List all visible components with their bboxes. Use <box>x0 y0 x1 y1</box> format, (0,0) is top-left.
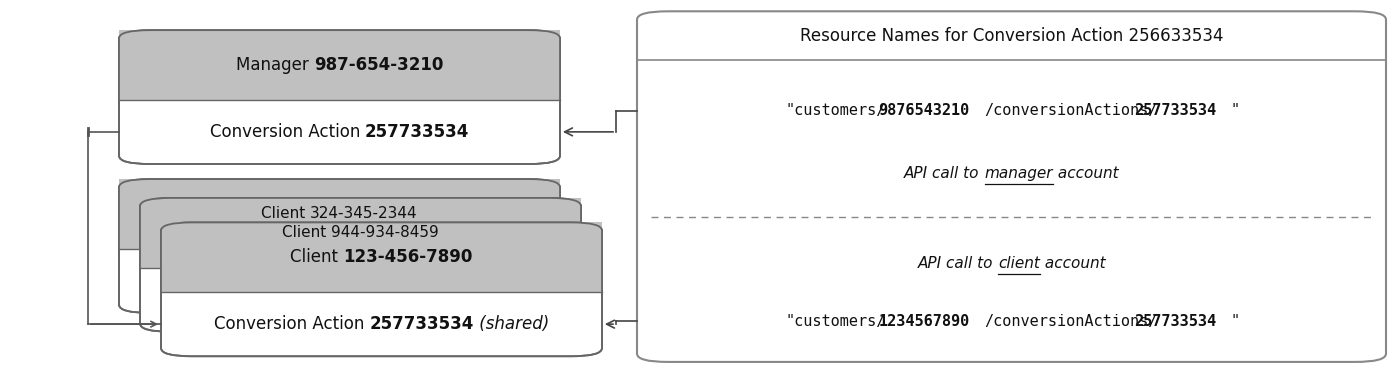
Text: Manager: Manager <box>235 56 314 74</box>
Text: ": " <box>1231 314 1239 329</box>
Text: account: account <box>1040 256 1106 271</box>
FancyBboxPatch shape <box>119 30 560 164</box>
Text: 257733534: 257733534 <box>1134 314 1217 329</box>
Text: manager: manager <box>984 166 1053 181</box>
Text: "customers/: "customers/ <box>785 103 886 118</box>
Bar <box>119 30 560 100</box>
Text: 123-456-7890: 123-456-7890 <box>343 248 473 266</box>
Text: Client: Client <box>281 225 332 240</box>
FancyBboxPatch shape <box>161 222 602 356</box>
Text: account: account <box>1053 166 1119 181</box>
Text: Client: Client <box>290 248 343 266</box>
Text: 987-654-3210: 987-654-3210 <box>314 56 444 74</box>
Bar <box>161 222 602 292</box>
FancyBboxPatch shape <box>119 179 560 313</box>
Text: API call to: API call to <box>904 166 984 181</box>
FancyBboxPatch shape <box>140 198 581 332</box>
Text: Conversion Action: Conversion Action <box>210 123 365 141</box>
Text: Resource Names for Conversion Action 256633534: Resource Names for Conversion Action 256… <box>799 27 1224 45</box>
Bar <box>119 179 560 249</box>
Bar <box>140 198 581 268</box>
Text: 257733534: 257733534 <box>370 315 473 333</box>
Text: API call to: API call to <box>917 256 998 271</box>
Text: Client: Client <box>262 206 311 221</box>
Text: /conversionActions/: /conversionActions/ <box>984 103 1158 118</box>
Text: 944-934-8459: 944-934-8459 <box>332 225 440 240</box>
Text: 324-345-2344: 324-345-2344 <box>311 206 417 221</box>
Text: 257733534: 257733534 <box>365 123 469 141</box>
FancyBboxPatch shape <box>637 11 1386 362</box>
Text: (shared): (shared) <box>473 315 549 333</box>
Text: 257733534: 257733534 <box>1134 103 1217 118</box>
Text: client: client <box>998 256 1040 271</box>
Text: ": " <box>1231 103 1239 118</box>
Text: /conversionActions/: /conversionActions/ <box>984 314 1158 329</box>
Text: Conversion Action: Conversion Action <box>214 315 370 333</box>
Text: "customers/: "customers/ <box>785 314 886 329</box>
Text: 1234567890: 1234567890 <box>878 314 969 329</box>
Text: 9876543210: 9876543210 <box>878 103 969 118</box>
